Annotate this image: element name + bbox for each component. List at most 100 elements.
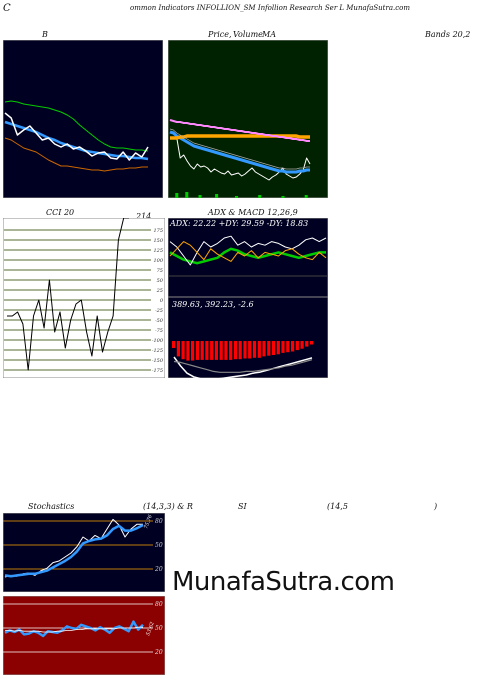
macd-hist-bar: [191, 341, 195, 361]
volume-bar: [304, 195, 308, 198]
cci-tick-label: 100: [153, 258, 163, 264]
volume-bar: [185, 192, 189, 198]
rsi-line: [4, 620, 144, 638]
stoch-value-tag: 75,76: [143, 513, 154, 529]
watermark: MunafaSutra.com: [172, 567, 395, 597]
panel-background: [3, 596, 165, 675]
cci-line: [7, 218, 129, 371]
page-title: ommon Indicators INFOLLION_SM Infollion …: [130, 4, 411, 12]
volume-bar: [235, 196, 238, 198]
stoch-label: Stochastics: [28, 502, 75, 511]
macd-hist-bar: [305, 341, 309, 347]
lower-band-line: [4, 137, 148, 172]
macd-hist-bar: [248, 341, 252, 359]
price-line: [169, 131, 311, 181]
cci-panel: 175 150 125 100 75 50 25 0 -25 -50 -75 -100 -125 -150…: [3, 218, 165, 378]
signal-line: [173, 359, 313, 373]
macd-hist-bar: [291, 341, 295, 352]
macd-hist-bar: [205, 341, 209, 360]
stoch-d-line: [4, 523, 144, 578]
cci-tick-label: 25: [156, 288, 163, 294]
stoch-si-label: SI: [238, 502, 247, 511]
stoch-tick-label: 80: [155, 518, 163, 525]
rsi-ma-line: [5, 626, 143, 633]
stoch-rsi-params-label: (14,5: [327, 502, 348, 511]
stoch-close-label: ): [434, 502, 438, 511]
macd-hist-bar: [214, 341, 218, 360]
macd-hist-bar: [219, 341, 223, 360]
macd-hist-bar: [286, 341, 290, 353]
rsi-tick-label: 20: [154, 649, 163, 656]
macd-line: [173, 356, 313, 378]
cci-value-label: 214: [136, 212, 152, 221]
cci-tick-label: 50: [157, 278, 164, 284]
bands-right-label: Bands 20,2: [425, 30, 471, 39]
volume-label: Volume: [233, 30, 263, 39]
ma-label: MA: [262, 30, 276, 39]
rsi-chart: 80 50 20 53.62: [3, 596, 165, 675]
macd-hist-bar: [224, 341, 228, 360]
rsi-tick-label: 80: [155, 601, 163, 608]
macd-hist-bar: [195, 341, 199, 360]
stochastics-panel: 80 50 20 75,76: [3, 513, 165, 592]
cci-tick-label: 75: [157, 268, 163, 274]
cci-tick-label: 125: [153, 248, 163, 254]
adx-line: [169, 247, 326, 265]
macd-hist-bar: [276, 341, 280, 355]
header-initial: C: [3, 3, 11, 14]
price-line: [4, 112, 149, 161]
adx-values-text: ADX: 22.22 +DY: 29.59 -DY: 18.83: [170, 219, 309, 228]
cci-tick-label: 0: [160, 298, 164, 304]
panel-background: [3, 40, 163, 198]
macd-hist-bar: [271, 341, 276, 355]
macd-hist-bar: [281, 341, 285, 353]
macd-hist-bar: [262, 341, 266, 357]
price-label: Price,: [208, 30, 232, 39]
bands-left-label: B: [42, 30, 48, 39]
ma-long-line: [169, 119, 310, 142]
macd-hist-bar: [186, 341, 190, 361]
rsi-value-tag: 53.62: [145, 621, 156, 637]
cci-tick-label: 175: [153, 228, 163, 234]
cci-tick-label: -125: [152, 348, 163, 354]
macd-hist-bar: [172, 341, 176, 348]
macd-hist-bar: [243, 341, 247, 359]
macd-hist-bar: [200, 341, 204, 360]
plus-dy-line: [169, 235, 327, 266]
cci-tick-label: -75: [155, 328, 163, 334]
volume-bar: [175, 193, 179, 198]
macd-hist-bar: [300, 341, 304, 349]
bollinger-chart: [3, 40, 163, 198]
macd-hist-bar: [295, 341, 299, 351]
rsi-tick-label: 50: [155, 625, 163, 632]
cci-tick-label: -25: [155, 308, 163, 314]
macd-chart: [168, 297, 328, 378]
adx-panel: ADX: 22.22 +DY: 29.59 -DY: 18.83: [168, 218, 328, 297]
macd-hist-bar: [176, 341, 180, 357]
macd-hist-bar: [257, 341, 261, 358]
stoch-tick-label: 50: [155, 542, 163, 549]
cci-tick-label: -150: [152, 358, 164, 364]
macd-values-text: 389.63, 392.23, -2.6: [172, 300, 254, 309]
stoch-params-label: (14,3,3) & R: [143, 502, 193, 511]
macd-hist-bar: [267, 341, 271, 356]
volume-bar: [258, 195, 262, 198]
volume-bar: [215, 194, 219, 198]
macd-hist-bar: [229, 341, 233, 360]
price-ma-chart: [168, 40, 328, 198]
bollinger-panel: [3, 40, 163, 198]
price-ma-panel: [168, 40, 328, 198]
cci-tick-label: 150: [153, 238, 163, 244]
macd-hist-bar: [252, 341, 257, 358]
panel-background: [3, 513, 165, 592]
upper-band-line: [4, 100, 149, 152]
panel-background: [168, 40, 328, 198]
adx-macd-label: ADX & MACD 12,26,9: [208, 208, 298, 217]
cci-label: CCI 20: [46, 208, 75, 217]
adx-chart: [168, 218, 328, 297]
cci-tick-label: -100: [152, 338, 164, 344]
macd-hist-bar: [210, 341, 214, 360]
macd-hist-bar: [310, 341, 314, 345]
macd-hist-bar: [181, 341, 185, 360]
macd-hist-bar: [238, 341, 242, 360]
